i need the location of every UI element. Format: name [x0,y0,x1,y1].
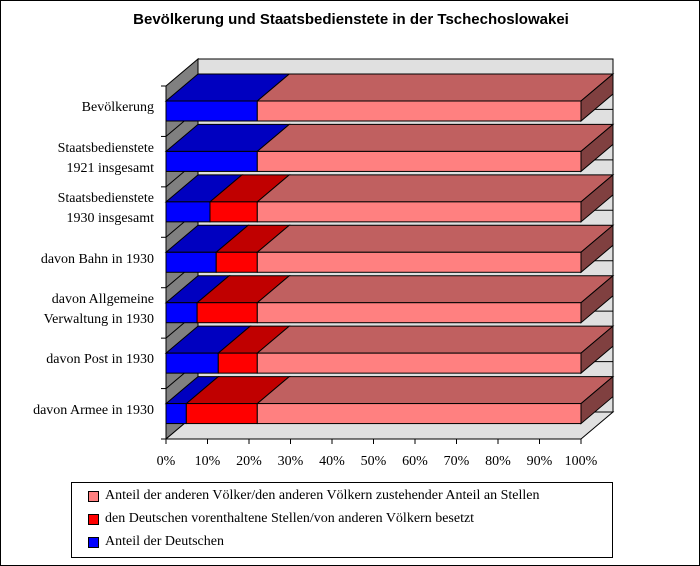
legend-label: Anteil der anderen Völker/den anderen Vö… [105,488,540,503]
y-label-line: davon Allgemeine [51,291,154,307]
bar-segment [256,150,582,172]
legend-swatch [88,513,99,525]
bar-top [255,123,615,152]
bar-segment [256,100,582,122]
bar-segment [165,100,258,122]
bar-top [255,73,615,102]
bar-side [580,123,614,173]
plot-area: 0% 10% 20% 30% 40% 50% 60% 70% 80% 90% 100% [157,57,615,469]
x-tick-label: 50% [361,454,387,469]
bar-segment [256,403,582,425]
y-category-label: davon Allgemeine Verwaltung in 1930 [44,290,154,330]
y-category-label: Staatsbedienstete 1930 insgesamt [58,189,154,229]
bar-side [580,325,614,375]
bar-segment [165,251,217,273]
bar-top [255,174,615,203]
x-tick-label: 100% [565,454,598,469]
bar-segment [165,201,211,223]
x-tick-label: 30% [278,454,304,469]
bar-top [255,224,615,253]
chart-title: Bevölkerung und Staatsbedienstete in der… [133,11,569,28]
y-label-line: Verwaltung in 1930 [43,311,154,327]
bar-side [580,375,614,425]
y-label-line: Staatsbedienstete [57,140,154,156]
bar-top [255,376,615,405]
y-label-line: davon Post in 1930 [46,352,154,368]
bar-segment [165,302,198,324]
x-tick-label: 90% [527,454,553,469]
bar-side [580,224,614,274]
bar-segment [256,302,582,324]
legend-label: den Deutschen vorenthaltene Stellen/von … [105,511,475,526]
y-category-label: davon Bahn in 1930 [41,250,154,270]
legend-item: Anteil der anderen Völker/den anderen Vö… [88,486,540,506]
y-category-label: Staatsbedienstete 1921 insgesamt [58,139,154,179]
legend-label: Anteil der Deutschen [105,534,224,549]
y-label-line: 1930 insgesamt [66,211,155,227]
y-label-line: Staatsbedienstete [57,191,154,207]
bar-side [580,274,614,324]
bar-side [580,72,614,123]
bar-segment [256,201,582,223]
legend-swatch [88,490,99,502]
bar-segment [256,251,582,273]
legend-swatch [88,536,99,548]
y-label-line: 1921 insgesamt [66,160,155,176]
x-tick-label: 60% [402,454,428,469]
bar-segment [217,352,258,374]
x-tick-label: 20% [236,454,262,469]
bar-segment [256,352,582,374]
bar-segment [165,150,258,172]
bar-segment [185,403,258,425]
x-tick-label: 10% [195,454,221,469]
y-category-label: davon Post in 1930 [46,350,154,370]
legend-item: den Deutschen vorenthaltene Stellen/von … [88,509,474,529]
bar-segment [165,403,187,425]
x-tick-label: 80% [485,454,511,469]
y-label-line: Bevölkerung [81,100,154,116]
bar-top [255,325,615,354]
bar-segment [209,201,258,223]
y-category-label: Bevölkerung [82,98,154,118]
x-tick-label: 40% [319,454,345,469]
x-tick-label: 70% [444,454,470,469]
bar-segment [215,251,258,273]
bar-segment [196,302,258,324]
x-tick-label: 0% [157,454,176,469]
y-category-label: davon Armee in 1930 [33,401,154,421]
y-label-line: davon Armee in 1930 [33,402,154,418]
bar-segment [165,352,219,374]
y-label-line: davon Bahn in 1930 [40,251,154,267]
legend: Anteil der anderen Völker/den anderen Vö… [71,482,613,558]
bar-side [580,173,614,223]
bar-top [255,275,615,304]
legend-item: Anteil der Deutschen [88,532,224,552]
